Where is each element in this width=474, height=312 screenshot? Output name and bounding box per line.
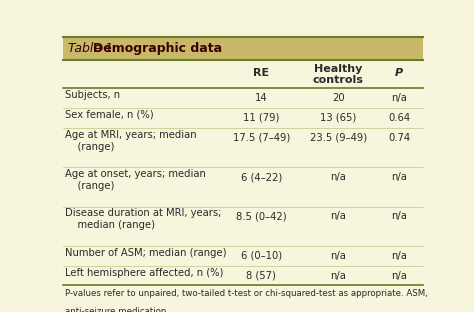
Bar (63, 37, 423, 60)
Text: 14: 14 (255, 93, 268, 103)
Text: n/a: n/a (330, 271, 346, 280)
Text: 8 (57): 8 (57) (246, 271, 276, 280)
Text: P-values refer to unpaired, two-tailed t-test or chi-squared-test as appropriate: P-values refer to unpaired, two-tailed t… (65, 289, 428, 298)
Text: 13 (65): 13 (65) (320, 113, 356, 123)
Text: 11 (79): 11 (79) (243, 113, 280, 123)
Text: Number of ASM; median (range): Number of ASM; median (range) (65, 248, 226, 258)
Text: 0.64: 0.64 (388, 113, 410, 123)
Text: Age at onset, years; median
    (range): Age at onset, years; median (range) (65, 169, 206, 191)
Text: P: P (395, 68, 403, 78)
Text: 0.74: 0.74 (388, 133, 410, 143)
Text: 6 (4–22): 6 (4–22) (241, 172, 282, 182)
Text: n/a: n/a (391, 172, 407, 182)
Text: 6 (0–10): 6 (0–10) (241, 251, 282, 261)
Text: Healthy
controls: Healthy controls (313, 64, 364, 85)
Text: Age at MRI, years; median
    (range): Age at MRI, years; median (range) (65, 130, 196, 152)
Text: n/a: n/a (391, 271, 407, 280)
Text: Table 1: Table 1 (68, 42, 118, 55)
Text: n/a: n/a (330, 172, 346, 182)
Text: Left hemisphere affected, n (%): Left hemisphere affected, n (%) (65, 268, 223, 278)
Text: n/a: n/a (330, 251, 346, 261)
Text: n/a: n/a (330, 212, 346, 222)
Text: n/a: n/a (391, 212, 407, 222)
Text: RE: RE (253, 68, 269, 78)
Text: 17.5 (7–49): 17.5 (7–49) (233, 133, 290, 143)
Text: n/a: n/a (391, 93, 407, 103)
Text: 20: 20 (332, 93, 345, 103)
Text: Subjects, n: Subjects, n (65, 90, 120, 100)
Text: n/a: n/a (391, 251, 407, 261)
Text: anti-seizure medication.: anti-seizure medication. (65, 307, 169, 312)
Text: Disease duration at MRI, years;
    median (range): Disease duration at MRI, years; median (… (65, 208, 221, 231)
Text: 8.5 (0–42): 8.5 (0–42) (236, 212, 287, 222)
Text: Sex female, n (%): Sex female, n (%) (65, 110, 154, 120)
Text: 23.5 (9–49): 23.5 (9–49) (310, 133, 367, 143)
Text: Demographic data: Demographic data (93, 42, 222, 55)
